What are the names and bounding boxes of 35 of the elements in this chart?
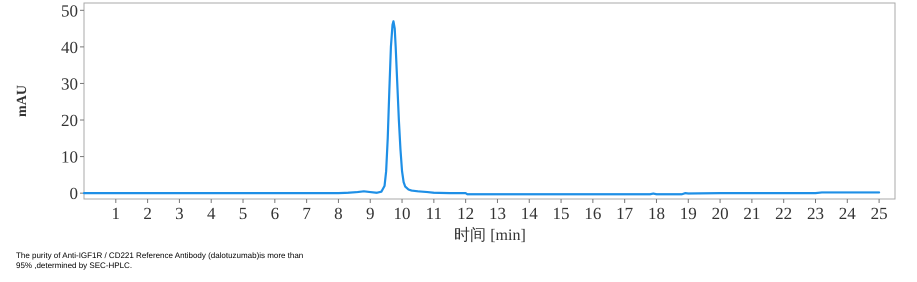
x-tick-label: 25 [870, 204, 888, 223]
y-axis-title: mAU [15, 85, 30, 117]
x-tick-label: 19 [680, 204, 697, 223]
x-tick-label: 21 [743, 204, 760, 223]
x-tick-label: 1 [112, 204, 120, 223]
x-tick-label: 22 [775, 204, 792, 223]
y-tick-label: 30 [61, 74, 78, 94]
x-tick-label: 6 [270, 204, 280, 223]
line-series [82, 20, 880, 196]
x-tick-label: 13 [488, 204, 506, 223]
x-tick-label: 2 [143, 204, 152, 223]
y-tick-label: 10 [61, 148, 78, 167]
y-tick-label: 50 [61, 1, 78, 20]
x-tick-label: 8 [334, 204, 343, 223]
x-tick-label: 12 [457, 204, 474, 223]
x-axis-title: 时间 [min] [454, 226, 526, 244]
y-tick-label: 0 [70, 184, 78, 204]
x-tick-label: 23 [806, 204, 824, 223]
x-tick-label: 7 [302, 204, 312, 223]
x-tick-label: 11 [426, 204, 442, 223]
x-tick-label: 9 [366, 204, 374, 223]
x-tick-label: 24 [838, 204, 856, 223]
x-tick-label: 20 [712, 204, 729, 223]
x-tick-label: 18 [648, 204, 665, 223]
x-tick-label: 3 [175, 204, 184, 223]
x-tick-label: 15 [552, 204, 570, 223]
x-tick-label: 4 [206, 204, 216, 223]
x-tick-label: 14 [520, 204, 538, 223]
text: The purity of Anti-IGF1R / CD221 Reference Antibody (dalotuzumab)is more than 95% ,determined by SEC-HPLC. [16, 251, 304, 271]
x-tick-label: 16 [584, 204, 602, 223]
x-tick-label: 5 [238, 204, 248, 223]
y-tick-label: 40 [61, 38, 78, 57]
x-tick-label: 17 [616, 204, 634, 223]
y-tick-label: 20 [61, 111, 78, 130]
x-tick-label: 10 [394, 204, 411, 223]
